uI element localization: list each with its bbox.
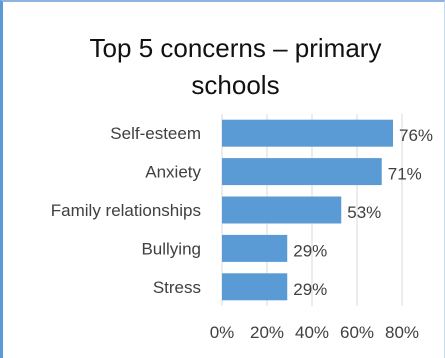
category-labels: Self-esteem Anxiety Family relationships Bu… bbox=[51, 124, 202, 297]
data-label: 71% bbox=[388, 165, 422, 184]
category-label: Stress bbox=[153, 278, 201, 297]
data-label: 53% bbox=[347, 203, 381, 222]
category-label: Self-esteem bbox=[110, 124, 201, 143]
x-tick-label: 60% bbox=[340, 323, 374, 342]
x-tick-label: 40% bbox=[295, 323, 329, 342]
x-tick-labels: 0% 20% 40% 60% 80% bbox=[210, 323, 419, 342]
category-label: Anxiety bbox=[145, 163, 201, 182]
chart-title: Top 5 concerns – primary schools bbox=[89, 33, 382, 100]
bar-stress bbox=[222, 273, 288, 301]
bar-family-relationships bbox=[222, 196, 342, 224]
bar-bullying bbox=[222, 234, 288, 262]
bars bbox=[222, 119, 393, 301]
bar-anxiety bbox=[222, 158, 382, 186]
bar-self-esteem bbox=[222, 119, 393, 147]
data-label: 76% bbox=[399, 126, 433, 145]
x-tick-label: 80% bbox=[385, 323, 419, 342]
category-label: Bullying bbox=[141, 239, 201, 258]
category-label: Family relationships bbox=[51, 201, 201, 220]
x-tick-label: 0% bbox=[210, 323, 235, 342]
data-labels: 76% 71% 53% 29% 29% bbox=[293, 126, 433, 299]
data-label: 29% bbox=[293, 241, 327, 260]
data-label: 29% bbox=[293, 280, 327, 299]
x-tick-label: 20% bbox=[250, 323, 284, 342]
